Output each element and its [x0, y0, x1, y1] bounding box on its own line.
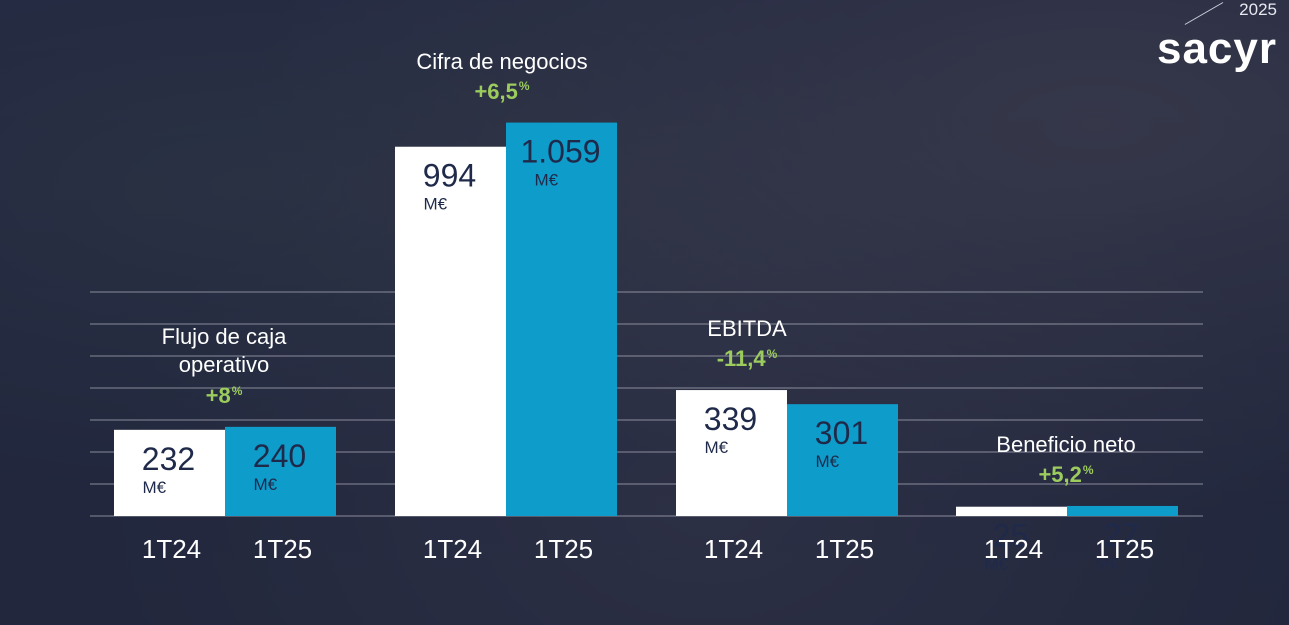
bar: [506, 122, 617, 517]
bar-unit-label: M€: [985, 555, 1009, 574]
group-change-pct: +8%: [206, 383, 243, 409]
bar: [225, 426, 336, 516]
bar: [956, 506, 1067, 516]
logo-year: 2025: [1239, 0, 1277, 19]
bar-value-label: 994: [423, 158, 476, 194]
bar-unit-label: M€: [143, 478, 167, 497]
pct-sign: %: [1082, 462, 1094, 477]
pct-sign: %: [518, 79, 530, 94]
group-change-pct: +5,2%: [1038, 462, 1093, 488]
pct-value: +5,2: [1038, 461, 1082, 487]
group-title-line: operativo: [178, 352, 270, 378]
bar: [395, 146, 506, 516]
pct-value: +6,5: [474, 78, 518, 104]
bar-value-label: 240: [253, 438, 306, 474]
x-tick-label: 1T25: [253, 534, 312, 564]
bar-unit-label: M€: [535, 171, 559, 190]
pct-value: -11,4: [716, 346, 766, 372]
group-change-pct: -11,4%: [717, 346, 778, 372]
bar-unit-label: M€: [705, 438, 729, 457]
group-title-line: Cifra de negocios: [416, 48, 588, 74]
bar-value-label: 27: [1104, 517, 1140, 553]
bar: [1067, 505, 1178, 516]
x-tick-label: 1T24: [142, 534, 201, 564]
x-tick-label: 1T25: [1095, 534, 1154, 564]
bar: [676, 390, 787, 516]
group-change-pct: +6,5%: [474, 79, 529, 105]
x-tick-label: 1T24: [423, 534, 482, 564]
group-title: EBITDA: [707, 315, 786, 344]
x-tick-label: 1T24: [704, 534, 763, 564]
pct-value: +8: [205, 382, 231, 408]
bar-unit-label: M€: [424, 195, 448, 214]
x-tick-label: 1T25: [815, 534, 874, 564]
pct-sign: %: [231, 383, 243, 398]
x-tick-label: 1T25: [534, 534, 593, 564]
bar-unit-label: M€: [254, 475, 278, 494]
bar-value-label: 232: [142, 441, 195, 477]
bar-value-label: 1.059: [520, 134, 600, 170]
bar-unit-label: M€: [816, 452, 840, 471]
group-title: Flujo de caja operativo: [162, 323, 287, 380]
pct-sign: %: [766, 346, 778, 361]
group-title-line: Flujo de caja: [161, 323, 287, 349]
bar-value-label: 301: [815, 415, 868, 451]
group-title-line: Beneficio neto: [996, 431, 1136, 457]
group-title-line: EBITDA: [707, 316, 787, 342]
x-tick-label: 1T24: [984, 534, 1043, 564]
bar-value-label: 25: [993, 518, 1029, 554]
bar-unit-label: M€: [1096, 554, 1120, 573]
bar: [114, 429, 225, 516]
group-title: Beneficio neto: [996, 431, 1135, 460]
sacyr-logo: sacyr: [1156, 24, 1277, 73]
bar-value-label: 339: [704, 401, 757, 437]
bar: [787, 404, 898, 516]
group-title: Cifra de negocios: [416, 48, 587, 77]
